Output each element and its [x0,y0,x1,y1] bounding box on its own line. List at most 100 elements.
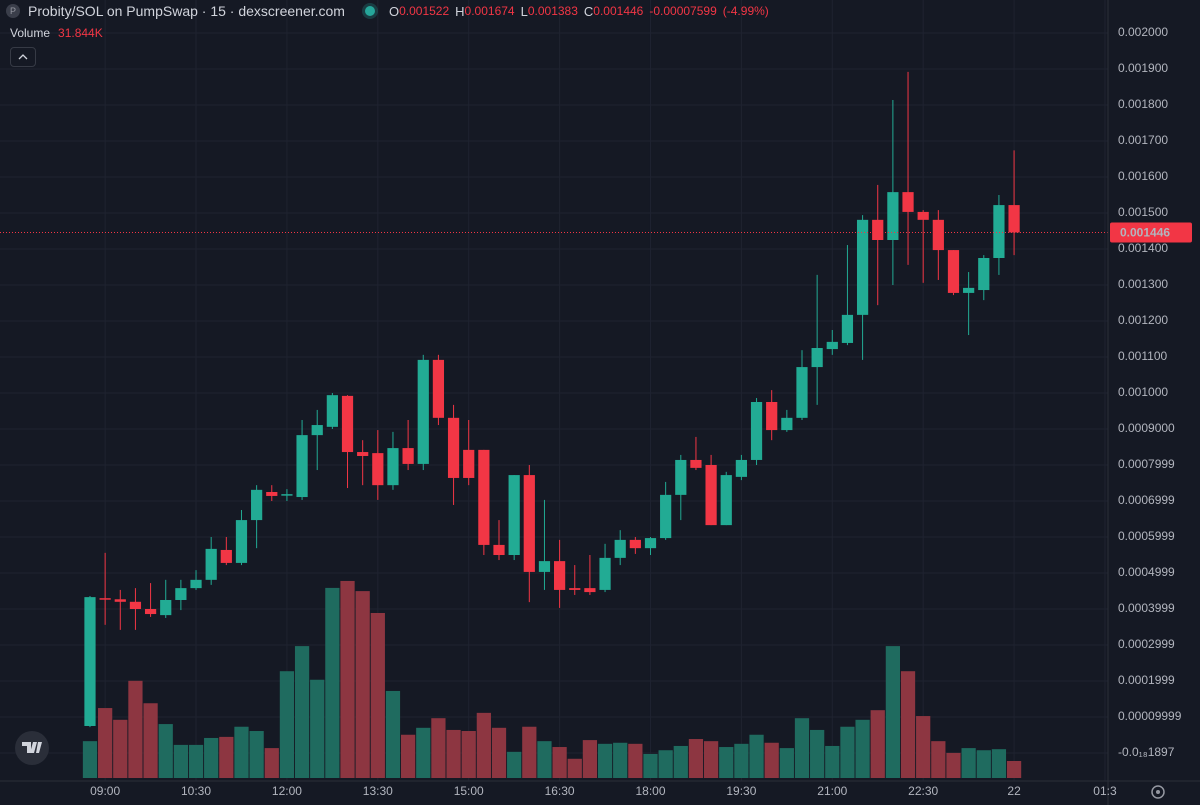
candle-body [84,597,96,726]
candle-body [947,250,960,293]
status-dot [364,6,375,16]
x-tick-label: 12:00 [272,784,302,798]
candle-body [190,579,202,589]
y-tick-label: 0.002100 [1118,0,1168,3]
volume-bar [749,734,764,778]
candle-body [826,341,838,350]
volume-legend: Volume 31.844K [10,26,103,40]
volume-bar [885,646,901,778]
x-tick-label: 09:00 [90,784,120,798]
y-tick-label: 0.001700 [1118,133,1168,147]
volume-bar [900,671,916,778]
volume-bar [597,743,613,778]
candle-body [766,401,778,431]
candle-body [508,475,520,555]
volume-bar [158,724,173,778]
candle-body [993,205,1005,258]
candle-body [251,489,263,521]
candle-body [811,347,823,368]
candle-body [417,359,429,464]
x-tick-label: 16:30 [545,784,575,798]
pair-title: Probity/SOL on PumpSwap · 15 · dexscreen… [28,3,345,19]
candle-body [629,539,641,549]
candle-body [311,425,323,436]
volume-bar [416,727,431,778]
candle-body [432,359,445,418]
volume-bar [946,752,961,778]
volume-bar [643,753,658,778]
x-tick-label: 01:3 [1093,784,1117,798]
collapse-button[interactable] [10,47,36,67]
volume-bar [385,690,401,778]
volume-bar [976,750,991,778]
candle-body [887,192,899,240]
x-tick-label: 18:00 [635,784,665,798]
volume-bar [143,703,158,778]
volume-bar [188,744,204,778]
candle-body [175,588,187,600]
y-tick-label: 0.001200 [1118,313,1168,327]
volume-bar [82,741,98,778]
x-tick-label: 13:30 [363,784,393,798]
ohlc-key: H [455,3,465,19]
volume-bar [431,718,446,778]
candle-body [160,599,172,616]
candle-body [856,219,869,315]
y-tick-label: 0.001400 [1118,241,1168,255]
y-tick-label: 0.001100 [1118,349,1167,363]
candle-body [220,549,232,563]
candle-body [902,192,914,212]
candle-body [205,548,217,580]
volume-bar [355,591,370,778]
x-tick-label: 15:00 [454,784,484,798]
volume-bar [279,671,295,778]
volume-bar [688,739,704,778]
settings-icon[interactable] [1151,785,1165,799]
y-tick-label: 0.0005999 [1118,529,1175,543]
candle-body [266,491,278,496]
volume-bar [779,748,794,778]
x-tick-label: 22 [1007,784,1021,798]
candle-body [675,459,687,495]
y-tick-label: 0.0009000 [1118,421,1175,435]
candle-body [99,598,111,600]
candle-body [569,588,581,590]
candle-body [281,494,293,496]
candle-body [599,557,611,590]
candle-body [144,608,157,615]
x-tick-label: 10:30 [181,784,211,798]
volume-bar [461,731,476,778]
ohlc-key: L [520,3,528,19]
volume-bar [204,737,219,778]
volume-bar [734,743,749,778]
candle-body [963,287,975,293]
candle-body [341,395,354,453]
ohlc-value: 0.001446 [593,4,644,18]
volume-bar [249,731,264,778]
volume-bar [1006,760,1022,778]
volume-bar [673,745,688,778]
volume-value: 31.844K [58,26,103,40]
candle-body [750,401,763,460]
volume-pane [82,580,1022,778]
volume-bar [507,751,522,778]
volume-bar [703,741,719,778]
volume-bar [870,710,885,778]
volume-bar [264,748,279,778]
volume-bar [491,727,507,778]
y-tick-label: 0.002000 [1118,25,1168,39]
header: P Probity/SOL on PumpSwap · 15 · dexscre… [6,2,775,20]
candle-body [917,211,929,220]
y-tick-label: 0.00009999 [1118,709,1182,723]
x-tick-label: 19:30 [726,784,756,798]
y-tick-label: 0.0004999 [1118,565,1175,579]
last-price-box [1110,222,1192,243]
volume-bar [234,726,249,778]
grid [0,0,1108,781]
volume-bar [840,726,855,778]
volume-bar [825,745,840,778]
pair-icon: P [6,4,20,18]
volume-bar [552,747,567,778]
volume-bar [522,726,537,778]
candle-body [705,464,717,526]
